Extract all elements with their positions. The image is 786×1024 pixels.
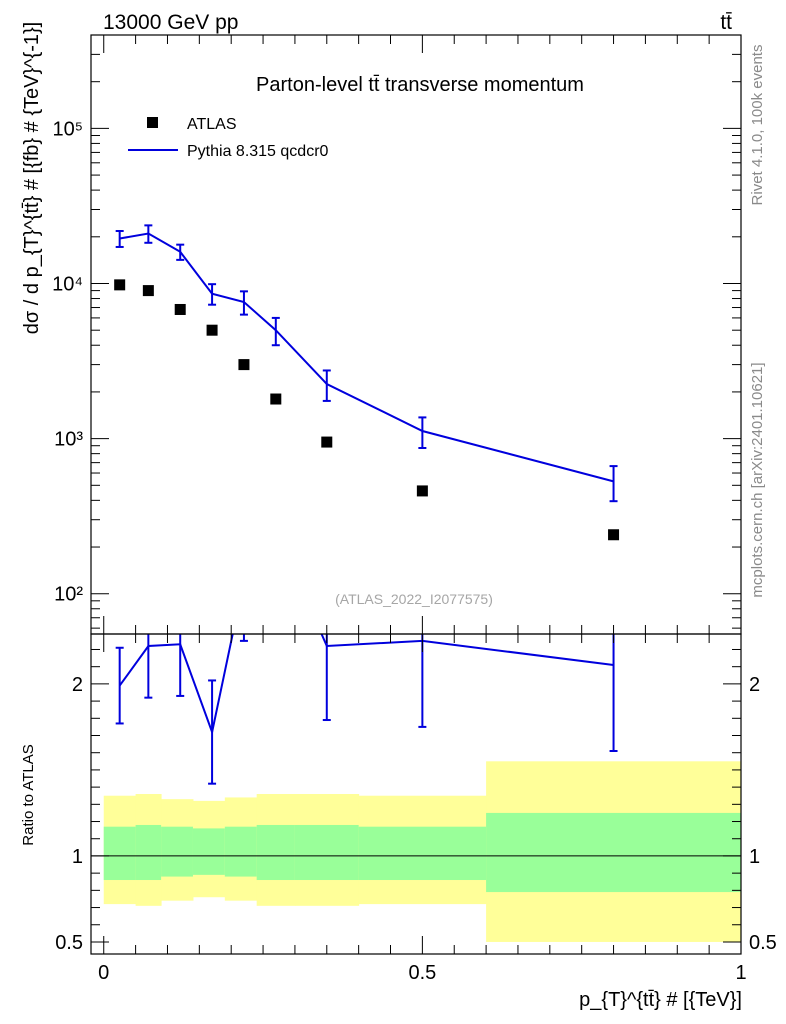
data-ratio [115,634,618,785]
ratio-series-group [115,634,618,785]
analysis-watermark: (ATLAS_2022_I2077575) [335,591,493,607]
x-axis: 0 0.5 1 [98,35,747,984]
green-band-segment [135,824,162,881]
y-axis-label-ratio: Ratio to ATLAS [20,744,37,845]
green-band-segment [358,826,487,881]
ratio-panel-frame [90,633,742,955]
x-tick-label: 0.5 [408,962,436,984]
atlas-data-point [270,393,282,405]
y-tick-label-main: 10⁴ [52,274,83,296]
side-label-rivet: Rivet 4.1.0, 100k events [749,45,766,206]
atlas-data-point [321,436,333,448]
atlas-data-point [206,324,218,336]
y-axis-main: 10² 10³ 10⁴ 10⁵ [52,34,741,629]
y-tick-label-ratio-right: 1 [749,846,760,868]
x-tick-label: 1 [735,962,746,984]
header-energy-label: 13000 GeV pp [103,11,238,34]
green-band-segment [161,826,194,877]
side-label-mcplots: mcplots.cern.ch [arXiv:2401.10621] [749,362,766,597]
legend-pythia-label: Pythia 8.315 qcdcr0 [187,143,329,160]
header-process-label: tt̄ [720,11,732,34]
x-tick-label: 0 [98,962,109,984]
green-band-segment [103,826,137,881]
green-band-segment [486,812,742,893]
y-axis-label-main: dσ / d p_{T}^{tt̄} # [{fb} # {TeV}^{-1}] [21,22,43,334]
uncertainty-bands [103,761,742,942]
y-tick-label-ratio: 2 [72,674,83,696]
green-band-segment [224,826,258,877]
y-tick-label-ratio-right: 0.5 [749,932,777,954]
legend-atlas-marker [147,117,158,128]
legend-atlas-label: ATLAS [187,116,237,133]
y-tick-label-ratio: 0.5 [55,932,83,954]
pythia-line [119,232,614,483]
green-band-segment [256,824,296,881]
y-tick-label-ratio-right: 2 [749,674,760,696]
atlas-data-point [142,285,154,297]
green-band-segment [294,824,360,881]
ratio-pythia-line [118,634,614,736]
y-tick-label-main: 10³ [54,429,83,451]
atlas-data-point [238,359,250,371]
y-tick-label-ratio: 1 [72,846,83,868]
data-main [114,224,620,541]
y-tick-label-main: 10² [54,584,83,606]
atlas-data-point [416,485,428,497]
atlas-data-point [174,303,186,315]
green-band-segment [192,828,226,875]
main-panel: Parton-level tt̄ transverse momentum (AT… [21,22,742,635]
y-axis-ratio: 0.5 0.5 1 1 2 2 [55,648,777,954]
x-axis-label: p_{T}^{tt̄} # [{TeV}] [579,989,742,1011]
y-tick-label-main: 10⁵ [52,118,83,140]
ratio-panel: 0.5 0.51 12 2 0 0.5 1 Ratio to ATLAS p_{T}^{t… [20,35,777,1011]
atlas-data-point [608,529,620,541]
atlas-data-point [114,279,126,291]
legend: ATLAS Pythia 8.315 qcdcr0 [128,116,329,160]
plot-title: Parton-level tt̄ transverse momentum [256,74,584,96]
